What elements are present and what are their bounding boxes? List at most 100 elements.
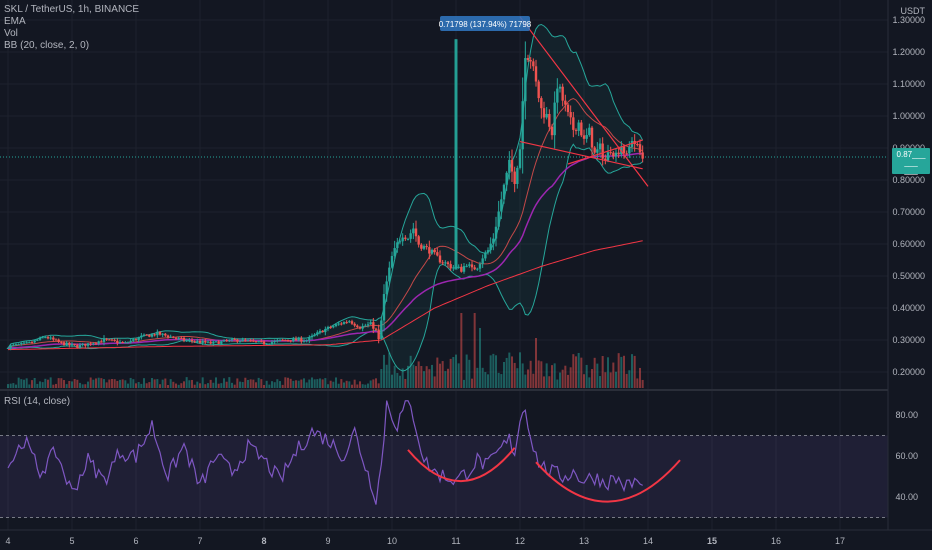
time-tick-label: 6 [133, 536, 138, 546]
candle-body [468, 264, 471, 266]
candle-body [38, 337, 42, 340]
candlestick-series [6, 39, 644, 351]
volume-bar [124, 380, 127, 388]
volume-bar [535, 338, 537, 388]
volume-bar [303, 378, 305, 388]
volume-bar [89, 377, 92, 388]
volume-bar [567, 374, 569, 388]
candle-body [44, 337, 47, 339]
vol-legend[interactable]: Vol [4, 28, 18, 39]
volume-bar [479, 328, 481, 388]
volume-bar [28, 384, 31, 388]
candle-body [585, 135, 588, 139]
candle-body [310, 335, 314, 338]
candle-body [20, 343, 23, 345]
volume-bar [281, 384, 284, 388]
candle-body [142, 334, 146, 336]
volume-bar [239, 381, 241, 388]
candle-body [494, 226, 498, 239]
candle-body [222, 340, 226, 342]
candle-body [297, 338, 300, 341]
candle-body [102, 338, 106, 342]
volume-bar [404, 378, 407, 388]
candle-body [28, 342, 31, 344]
candle-body [332, 326, 335, 328]
volume-bar [15, 384, 17, 388]
volume-bar [489, 355, 492, 388]
volume-bar [313, 379, 316, 388]
rsi-legend[interactable]: RSI (14, close) [4, 396, 71, 407]
candle-body [505, 172, 508, 185]
volume-bar [319, 378, 321, 388]
candle-body [478, 263, 482, 269]
volume-bar [457, 363, 460, 388]
volume-bar [484, 372, 487, 388]
candle-body [209, 341, 212, 344]
candle-body [153, 334, 156, 336]
volume-bar [103, 379, 105, 388]
volume-bar [620, 356, 623, 388]
candle-body [302, 340, 306, 342]
trendline-drawings[interactable]: 0.71798 (137.94%) 71798 [439, 16, 649, 270]
volume-bar [215, 377, 217, 388]
candle-body [457, 266, 460, 268]
candle-body [158, 331, 162, 335]
volume-bar [481, 367, 484, 388]
candle-body [265, 343, 268, 345]
candle-body [577, 122, 580, 131]
candle-body [604, 158, 607, 161]
candle-body [225, 340, 228, 342]
price-tick-label: 0.20000 [892, 367, 925, 377]
candle-body [409, 233, 412, 239]
volume-bar [268, 384, 271, 388]
current-price-label: ___ [903, 158, 918, 167]
volume-bar [617, 353, 620, 388]
volume-bar [87, 381, 89, 388]
volume-bar [340, 379, 343, 388]
volume-bar [337, 383, 340, 388]
candle-body [606, 152, 610, 161]
volume-bar [495, 355, 497, 388]
candle-body [33, 340, 36, 343]
volume-bar [188, 380, 191, 388]
candle-body [417, 236, 420, 245]
candle-body [41, 337, 44, 339]
candle-body [217, 341, 220, 344]
candle-body [361, 325, 364, 329]
candle-body [249, 340, 252, 342]
candle-body [12, 344, 15, 346]
candle-body [329, 326, 332, 328]
volume-bar [348, 381, 351, 388]
chart-legend: SKL / TetherUS, 1h, BINANCE EMA Vol BB (… [4, 4, 139, 52]
rising-line [567, 139, 643, 165]
volume-bar [180, 383, 183, 388]
volume-bar [609, 372, 612, 388]
ema-legend[interactable]: EMA [4, 16, 26, 27]
time-tick-label: 9 [325, 536, 330, 546]
volume-bar [361, 384, 364, 388]
volume-bar [321, 379, 324, 388]
volume-bar [452, 357, 455, 388]
volume-bar [148, 382, 151, 388]
volume-bar [412, 364, 415, 388]
candle-body [321, 330, 324, 333]
measure-label: 0.71798 (137.94%) 71798 [439, 20, 532, 29]
candle-body [337, 323, 340, 325]
volume-bar [9, 383, 12, 388]
candle-body [270, 342, 274, 344]
volume-bar [177, 384, 180, 388]
volume-bar [97, 377, 100, 388]
volume-bar [279, 381, 281, 388]
volume-bar [391, 374, 393, 388]
volume-bar [329, 380, 332, 388]
candle-body [390, 255, 394, 268]
candle-body [420, 244, 423, 249]
bb-legend[interactable]: BB (20, close, 2, 0) [4, 40, 90, 51]
volume-bar [460, 313, 463, 388]
candle-body [52, 337, 55, 340]
volume-bar [233, 384, 236, 388]
volume-bar [588, 377, 591, 388]
symbol-title[interactable]: SKL / TetherUS, 1h, BINANCE [4, 4, 140, 15]
